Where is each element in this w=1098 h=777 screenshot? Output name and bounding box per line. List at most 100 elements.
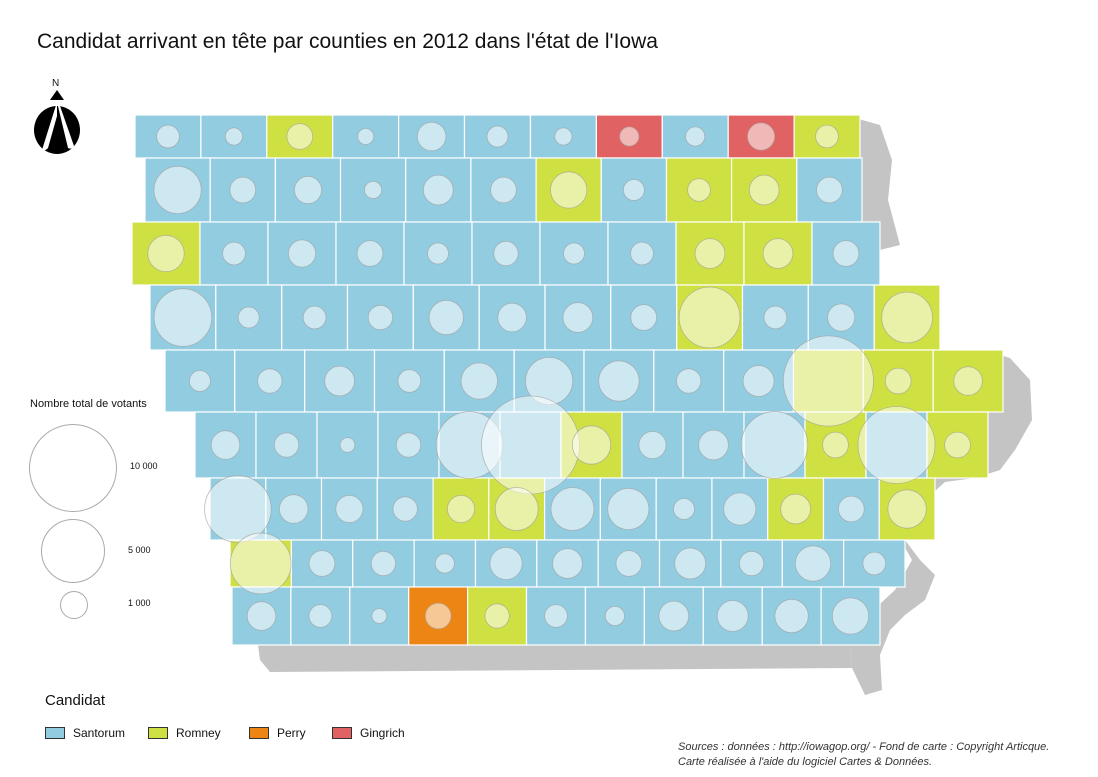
sources-line-1: Sources : données : http://iowagop.org/ … [678, 741, 1050, 753]
size-legend-title: Nombre total de votants [30, 398, 147, 410]
voter-bubble-r2-c0 [147, 234, 185, 273]
voter-bubble-r8-c4 [484, 603, 510, 629]
sources-note: Sources : données : http://iowagop.org/ … [678, 740, 1049, 770]
legend-label-romney: Romney [176, 726, 221, 740]
voter-bubble-r3-c9 [763, 305, 788, 330]
north-label: N [52, 78, 60, 89]
county-r4-c10 [862, 349, 934, 413]
voter-bubble-layer [147, 121, 983, 635]
legend-label-gingrich: Gingrich [360, 726, 405, 740]
voter-bubble-r6-c5 [494, 487, 539, 531]
voter-bubble-r0-c4 [416, 121, 447, 152]
voter-bubble-r3-c7 [630, 304, 657, 331]
legend-label-perry: Perry [277, 726, 306, 740]
voter-bubble-r0-c5 [486, 125, 509, 148]
legend-swatch-gingrich [332, 727, 352, 739]
voter-bubble-r6-c4 [446, 494, 475, 523]
voter-bubble-r4-c7 [676, 368, 702, 394]
neighbor-state-0 [855, 118, 900, 250]
voter-bubble-r7-c2 [370, 550, 396, 577]
voter-bubble-r7-c7 [674, 547, 707, 580]
voter-bubble-r8-c9 [774, 598, 809, 634]
voter-bubble-r7-c4 [489, 547, 523, 581]
voter-bubble-r2-c7 [630, 241, 654, 266]
voter-bubble-r4-c9 [782, 335, 874, 427]
voter-bubble-r2-c8 [694, 238, 726, 269]
voter-bubble-r0-c2 [286, 123, 314, 150]
voter-bubble-r7-c9 [794, 545, 832, 582]
voter-bubble-r8-c7 [658, 600, 690, 632]
voter-bubble-r5-c8 [698, 429, 729, 461]
voter-bubble-r6-c6 [550, 487, 595, 531]
voter-bubble-r0-c6 [554, 127, 573, 146]
county-r5-c1 [255, 411, 318, 479]
voter-bubble-r5-c5 [481, 395, 580, 495]
voter-bubble-r2-c10 [832, 240, 860, 267]
voter-bubble-r4-c2 [324, 365, 355, 397]
voter-bubble-r6-c10 [780, 493, 811, 525]
voter-bubble-r6-c11 [837, 495, 865, 523]
legend-label-santorum: Santorum [73, 726, 126, 740]
voter-bubble-r8-c5 [544, 604, 568, 628]
voter-bubble-r3-c3 [367, 304, 393, 331]
sources-line-2: Carte réalisée à l'aide du logiciel Cart… [678, 756, 933, 768]
voter-bubble-r4-c0 [188, 370, 211, 392]
voter-bubble-r0-c3 [357, 128, 375, 145]
voter-bubble-r7-c3 [434, 553, 455, 574]
size-legend-label-large: 10 000 [130, 461, 158, 471]
voter-bubble-r2-c5 [493, 240, 519, 267]
voter-bubble-r6-c12 [887, 489, 927, 529]
voter-bubble-r1-c10 [816, 176, 843, 204]
voter-bubble-r7-c1 [308, 550, 336, 577]
legend-item-perry: Perry [249, 726, 306, 740]
voter-bubble-r2-c9 [762, 238, 794, 269]
legend-swatch-perry [249, 727, 269, 739]
legend-swatch-santorum [45, 727, 65, 739]
voter-bubble-r2-c1 [222, 241, 246, 266]
voter-bubble-r4-c10 [884, 367, 912, 395]
voter-bubble-r3-c4 [428, 299, 464, 336]
voter-bubble-r6-c3 [392, 496, 418, 522]
voter-bubble-r3-c2 [302, 305, 327, 330]
candidate-legend: Candidat Santorum Romney Perry Gingrich [45, 692, 465, 742]
voter-bubble-r1-c9 [748, 174, 780, 206]
voter-bubble-r8-c8 [716, 600, 749, 632]
voter-bubble-r8-c0 [246, 601, 277, 631]
voter-bubble-r3-c0 [153, 288, 213, 347]
voter-bubble-r3-c6 [562, 302, 594, 333]
size-legend-circle-large [29, 424, 117, 512]
voter-bubble-r5-c1 [273, 432, 300, 458]
voter-bubble-r8-c3 [424, 602, 452, 630]
voter-bubble-r4-c4 [460, 362, 498, 400]
voter-bubble-r6-c2 [335, 494, 364, 523]
voter-bubble-r1-c1 [229, 176, 257, 204]
voter-bubble-r8-c1 [308, 604, 333, 628]
voter-bubble-r6-c8 [673, 498, 695, 520]
voter-bubble-r2-c2 [287, 239, 316, 268]
voter-bubble-r4-c1 [257, 368, 283, 394]
voter-bubble-r1-c5 [490, 176, 517, 204]
voter-bubble-r1-c4 [422, 174, 454, 206]
voter-bubble-r5-c11 [857, 406, 936, 484]
voter-bubble-r0-c7 [619, 126, 640, 147]
voter-bubble-r4-c6 [598, 360, 640, 402]
voter-bubble-r3-c8 [678, 286, 741, 349]
voter-bubble-r0-c10 [815, 124, 839, 149]
voter-bubble-r6-c0 [204, 475, 272, 543]
voter-bubble-r1-c3 [364, 180, 383, 199]
county-r2-c2 [267, 221, 337, 286]
county-layer [131, 114, 1004, 646]
voter-bubble-r2-c6 [563, 242, 585, 265]
county-r3-c5 [478, 284, 546, 351]
voter-bubble-r3-c10 [827, 303, 856, 332]
voter-bubble-r6-c9 [723, 492, 757, 526]
legend-item-santorum: Santorum [45, 726, 125, 740]
candidate-legend-title: Candidat [45, 692, 106, 709]
voter-bubble-r7-c6 [615, 550, 643, 577]
voter-bubble-r5-c10 [822, 431, 849, 459]
voter-bubble-r5-c3 [395, 432, 422, 458]
legend-item-gingrich: Gingrich [332, 726, 405, 740]
voter-bubble-r0-c0 [156, 124, 180, 149]
voter-bubble-r5-c2 [339, 437, 356, 453]
